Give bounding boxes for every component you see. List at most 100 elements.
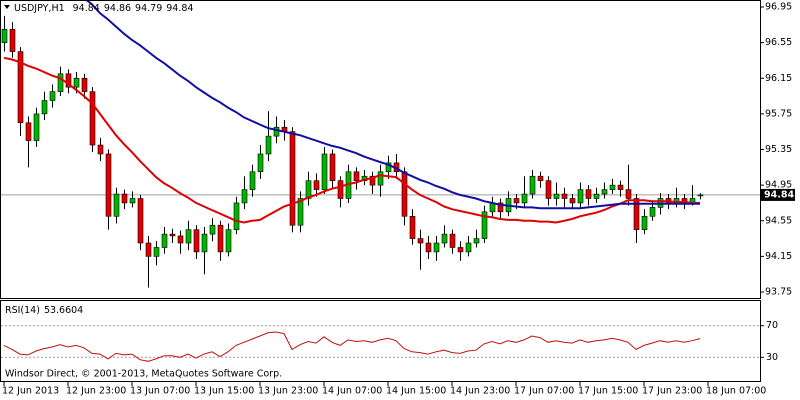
candle-body [265, 135, 272, 155]
y-tick-label: 94.15 [765, 251, 792, 262]
rsi-title: RSI(14) [5, 305, 40, 316]
candle-body [217, 224, 224, 253]
y-tick-label: 70 [766, 320, 778, 331]
x-tick-label: 14 Jun 23:00 [450, 386, 510, 397]
candle-body [225, 229, 232, 253]
candle-body [41, 100, 48, 115]
candle-body [209, 224, 216, 235]
candle-body [353, 171, 360, 181]
rsi-panel [0, 300, 761, 382]
y-tick-label: 96.55 [765, 37, 792, 48]
candle-body [241, 189, 248, 204]
candle-body [1, 28, 8, 43]
candle-body [193, 229, 200, 253]
price-box-label: 94.84 [764, 189, 794, 200]
candle-body [9, 28, 16, 52]
candle-body [561, 193, 568, 199]
main-panel [0, 0, 761, 299]
header-close: 94.84 [166, 3, 193, 14]
candle-body [529, 175, 536, 195]
candle-body [585, 189, 592, 199]
candle-body [497, 202, 504, 213]
y-tick-label: 95.75 [765, 108, 792, 119]
y-tick-label: 96.15 [765, 73, 792, 84]
candle-body [129, 198, 136, 204]
moving-average [86, 1, 700, 210]
candle-body [65, 73, 72, 88]
candle-body [513, 198, 520, 204]
footer: Windsor Direct, © 2001-2013, MetaQuotes … [5, 369, 282, 380]
y-tick-label: 94.55 [765, 215, 792, 226]
menu-arrow[interactable] [4, 5, 10, 9]
candle-body [97, 144, 104, 155]
candle-body [425, 242, 432, 253]
rsi-plot [1, 325, 760, 362]
candle-body [329, 153, 336, 181]
candle-body [169, 233, 176, 237]
y-tick-label: 96.95 [765, 2, 792, 13]
y-tick-label: 94.95 [765, 180, 792, 191]
candle-body [697, 194, 704, 197]
y-tick-label: 95.35 [765, 144, 792, 155]
candle-body [161, 233, 168, 248]
candle-body [249, 171, 256, 190]
candle-body [521, 193, 528, 204]
candle-body [369, 175, 376, 186]
candle-body [545, 180, 552, 199]
candle-body [409, 215, 416, 239]
candle-body [121, 193, 128, 204]
candle-body [89, 91, 96, 146]
candle-body [153, 247, 160, 257]
x-tick-label: 14 Jun 15:00 [386, 386, 446, 397]
candle-body [433, 242, 440, 253]
x-tick-label: 18 Jun 07:00 [706, 386, 766, 397]
candle-body [617, 184, 624, 190]
candle-body [481, 211, 488, 239]
candle-body [537, 175, 544, 181]
x-tick-label: 17 Jun 15:00 [578, 386, 638, 397]
candle-body [57, 73, 64, 92]
candle-body [593, 193, 600, 199]
rsi-header: RSI(14) 53.6604 [5, 305, 83, 316]
candle-body [113, 193, 120, 217]
main-plot [1, 1, 760, 288]
candle-body [641, 215, 648, 230]
x-tick-label: 13 Jun 23:00 [258, 386, 318, 397]
candle-body [313, 180, 320, 190]
candle-body [633, 198, 640, 230]
candle-body [473, 238, 480, 244]
candle-body [649, 207, 656, 217]
y-tick-label: 93.75 [765, 287, 792, 298]
price-box [761, 188, 795, 201]
x-tick-label: 12 Jun 2013 [2, 386, 59, 397]
rsi-current: 53.6604 [44, 305, 83, 316]
header-high: 94.86 [104, 3, 131, 14]
candle-body [417, 238, 424, 244]
candle-body [321, 153, 328, 190]
candle-body [185, 229, 192, 244]
candle-body [385, 162, 392, 173]
candle-body [81, 77, 88, 92]
candle-body [609, 184, 616, 190]
header-open: 94.84 [73, 3, 100, 14]
x-tick-label: 14 Jun 07:00 [322, 386, 382, 397]
candle-body [105, 153, 112, 217]
candle-body [73, 77, 80, 88]
x-tick-label: 17 Jun 23:00 [642, 386, 702, 397]
candle-body [137, 198, 144, 244]
x-tick-label: 12 Jun 23:00 [66, 386, 126, 397]
candle-body [457, 247, 464, 253]
x-tick-label: 13 Jun 15:00 [194, 386, 254, 397]
candle-body [233, 202, 240, 230]
candle-body [49, 91, 56, 101]
candle-body [441, 233, 448, 244]
candle-body [201, 233, 208, 253]
candle-body [177, 235, 184, 244]
x-tick-label: 17 Jun 07:00 [514, 386, 574, 397]
candle-body [449, 233, 456, 248]
candle-body [297, 198, 304, 226]
candle-body [625, 189, 632, 199]
candle-body [337, 180, 344, 199]
moving-average [3, 56, 700, 224]
candle-body [17, 51, 24, 124]
